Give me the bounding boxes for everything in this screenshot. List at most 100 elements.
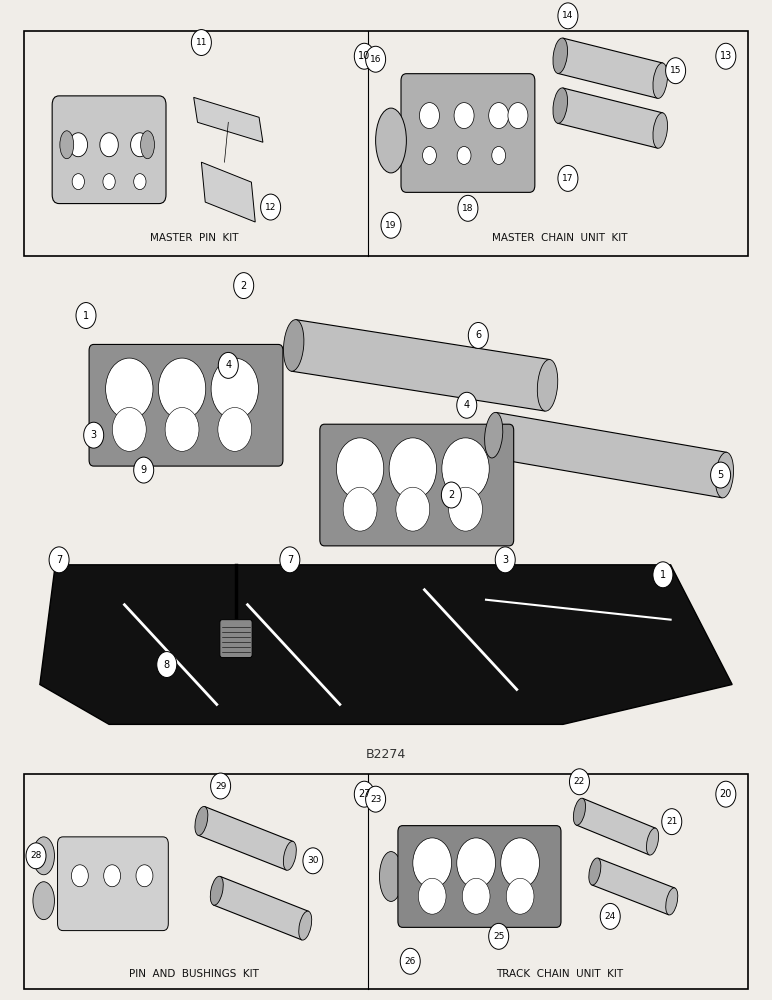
Circle shape (103, 174, 115, 190)
Text: 28: 28 (30, 851, 42, 860)
Polygon shape (198, 807, 293, 870)
Ellipse shape (716, 452, 733, 498)
Circle shape (558, 165, 578, 191)
Circle shape (716, 781, 736, 807)
Ellipse shape (33, 837, 55, 875)
Text: 3: 3 (90, 430, 96, 440)
Circle shape (76, 303, 96, 328)
Circle shape (506, 878, 534, 914)
FancyBboxPatch shape (52, 96, 166, 204)
Circle shape (457, 146, 471, 164)
Text: 21: 21 (666, 817, 678, 826)
Ellipse shape (210, 876, 223, 905)
Text: 12: 12 (265, 203, 276, 212)
Ellipse shape (283, 841, 296, 870)
Text: 23: 23 (370, 795, 381, 804)
Text: 9: 9 (141, 465, 147, 475)
FancyBboxPatch shape (220, 620, 252, 658)
Ellipse shape (537, 360, 557, 411)
Text: 25: 25 (493, 932, 504, 941)
Circle shape (136, 865, 153, 887)
Text: 1: 1 (83, 311, 89, 321)
Circle shape (418, 878, 446, 914)
Circle shape (653, 562, 673, 588)
Circle shape (49, 547, 69, 573)
Circle shape (462, 878, 490, 914)
Text: 30: 30 (307, 856, 319, 865)
Ellipse shape (141, 131, 154, 159)
Text: 7: 7 (286, 555, 293, 565)
Circle shape (600, 903, 620, 929)
Ellipse shape (33, 882, 55, 920)
Circle shape (469, 322, 489, 348)
Circle shape (211, 773, 231, 799)
Circle shape (489, 103, 509, 129)
Ellipse shape (60, 131, 73, 159)
Polygon shape (576, 798, 655, 855)
Circle shape (100, 133, 118, 157)
Text: 29: 29 (215, 782, 226, 791)
Bar (25, 774, 747, 989)
Text: 15: 15 (670, 66, 682, 75)
Text: 24: 24 (604, 912, 616, 921)
Text: 4: 4 (225, 360, 232, 370)
Text: 2: 2 (449, 490, 455, 500)
Circle shape (665, 58, 686, 84)
Circle shape (508, 103, 528, 129)
Circle shape (366, 46, 386, 72)
Text: 10: 10 (358, 51, 371, 61)
Text: 19: 19 (385, 221, 397, 230)
Circle shape (279, 547, 300, 573)
Ellipse shape (195, 806, 208, 835)
Circle shape (389, 438, 436, 499)
Ellipse shape (553, 88, 567, 123)
Text: 11: 11 (195, 38, 207, 47)
Ellipse shape (485, 412, 503, 458)
Ellipse shape (574, 798, 585, 825)
Text: 26: 26 (405, 957, 416, 966)
Circle shape (134, 457, 154, 483)
Text: 20: 20 (720, 789, 732, 799)
Circle shape (218, 407, 252, 451)
Ellipse shape (283, 320, 304, 371)
Circle shape (103, 865, 120, 887)
Circle shape (26, 843, 46, 869)
Circle shape (458, 195, 478, 221)
Text: 18: 18 (462, 204, 474, 213)
FancyBboxPatch shape (58, 837, 168, 931)
Polygon shape (201, 162, 256, 222)
FancyBboxPatch shape (89, 344, 283, 466)
Circle shape (158, 358, 206, 420)
Circle shape (134, 174, 146, 190)
Polygon shape (491, 412, 726, 498)
Circle shape (413, 838, 452, 888)
Polygon shape (557, 38, 663, 98)
Circle shape (449, 487, 482, 531)
Polygon shape (213, 876, 309, 940)
Circle shape (442, 482, 462, 508)
Circle shape (337, 438, 384, 499)
Circle shape (381, 212, 401, 238)
Circle shape (396, 487, 430, 531)
Circle shape (419, 103, 439, 129)
Circle shape (211, 358, 259, 420)
Circle shape (570, 769, 590, 795)
Circle shape (113, 407, 146, 451)
Ellipse shape (380, 852, 402, 901)
Text: 3: 3 (502, 555, 508, 565)
Bar (25, 31, 747, 256)
Ellipse shape (665, 888, 678, 915)
Circle shape (303, 848, 323, 874)
Text: 4: 4 (464, 400, 470, 410)
Text: 7: 7 (56, 555, 63, 565)
Circle shape (400, 948, 420, 974)
Circle shape (218, 352, 239, 378)
Text: 13: 13 (720, 51, 732, 61)
Circle shape (422, 146, 436, 164)
Circle shape (710, 462, 730, 488)
Ellipse shape (553, 38, 567, 73)
Ellipse shape (299, 911, 312, 940)
Polygon shape (557, 88, 663, 148)
Ellipse shape (653, 63, 668, 98)
Circle shape (354, 781, 374, 807)
